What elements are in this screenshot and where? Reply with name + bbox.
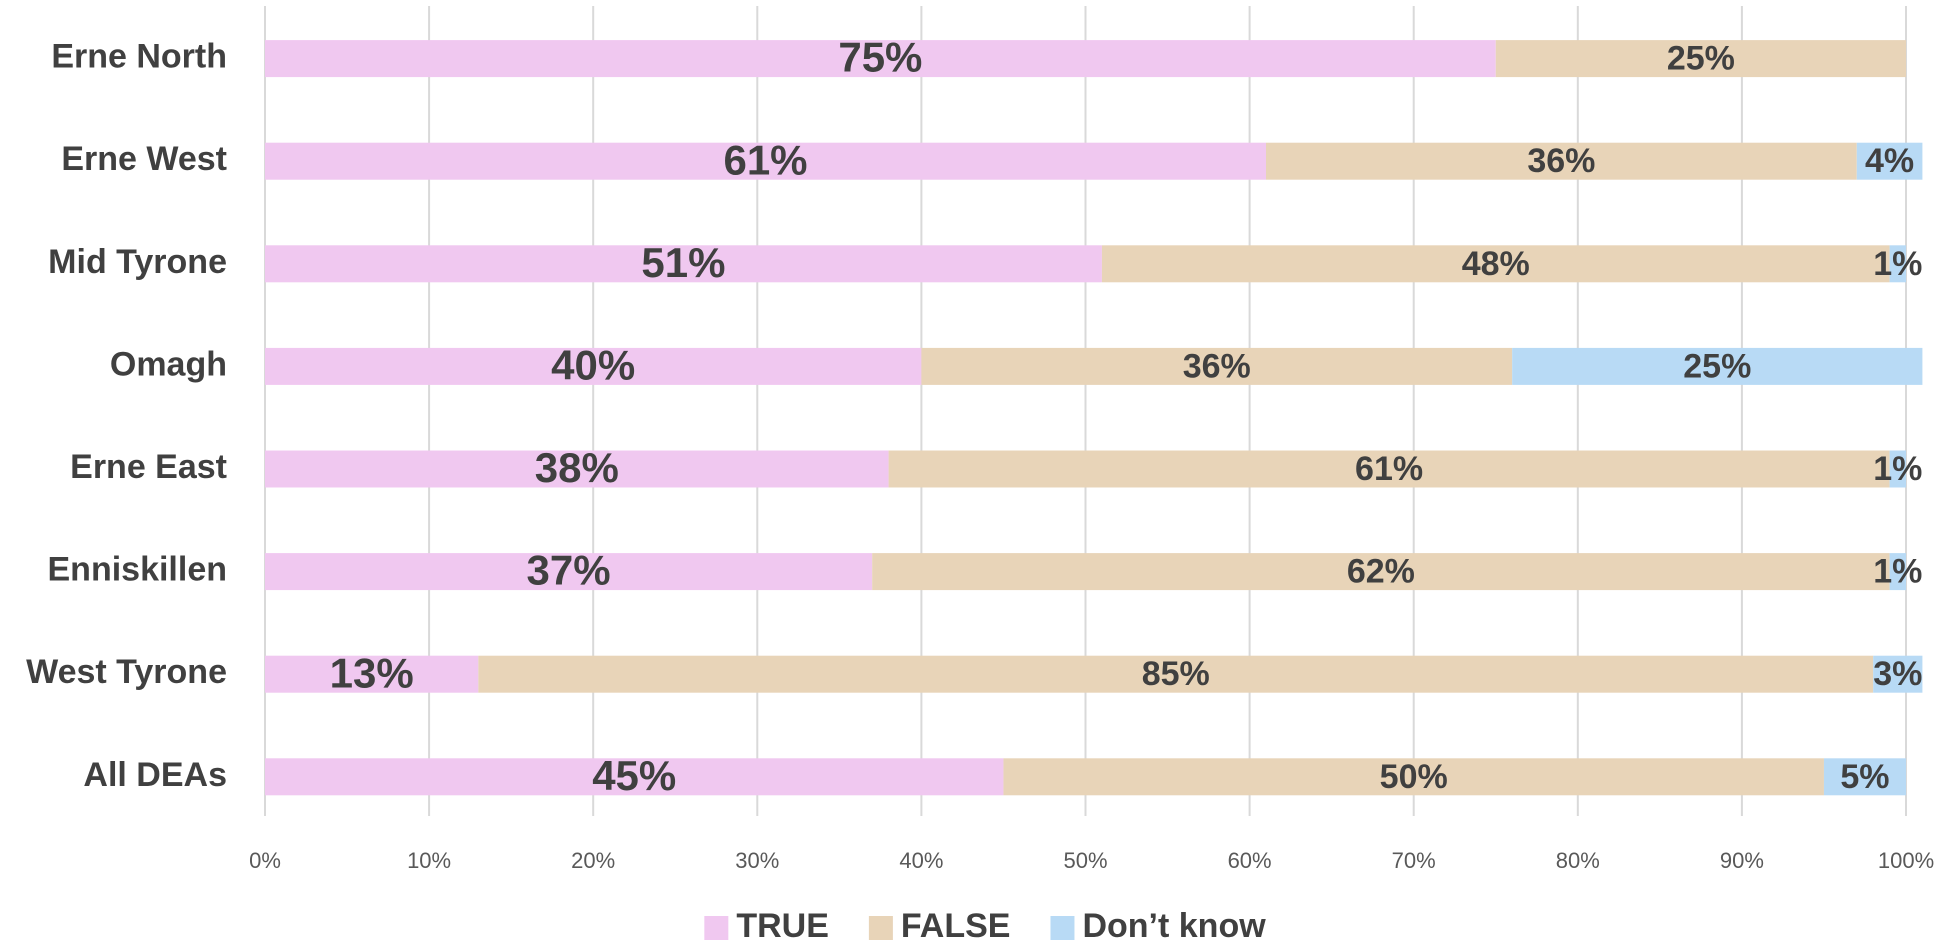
x-tick-label: 90% (1720, 848, 1764, 873)
bar-segment (265, 758, 1004, 796)
bar-segment (1495, 40, 1906, 78)
value-label: 36% (1527, 142, 1595, 180)
value-label: 3% (1873, 655, 1922, 693)
legend-label: TRUE (736, 907, 829, 943)
bar-segment (1889, 553, 1906, 591)
value-label: 40% (551, 341, 635, 388)
bar-segment (1889, 450, 1906, 488)
bar-segment (1823, 758, 1906, 796)
bar-segment (265, 347, 922, 385)
category-label: West Tyrone (26, 653, 227, 691)
bar-segment (265, 450, 889, 488)
value-label: 45% (592, 752, 676, 799)
value-label: 61% (723, 136, 807, 183)
value-label: 1% (1873, 553, 1922, 591)
x-tick-label: 50% (1063, 848, 1107, 873)
bar-segment (1856, 142, 1923, 180)
value-label: 37% (527, 547, 611, 594)
x-tick-label: 0% (249, 848, 281, 873)
x-tick-label: 70% (1392, 848, 1436, 873)
category-label: Mid Tyrone (48, 243, 227, 281)
bar-segment (1873, 655, 1923, 693)
category-label: All DEAs (83, 756, 227, 794)
value-label: 61% (1355, 450, 1423, 488)
bar-segment (1003, 758, 1824, 796)
value-label: 48% (1462, 245, 1530, 283)
legend-label: Don’t know (1082, 907, 1266, 943)
bar-segment (265, 655, 479, 693)
value-label: 1% (1873, 245, 1922, 283)
value-label: 13% (330, 649, 414, 696)
value-label: 85% (1142, 655, 1210, 693)
bar-segment (888, 450, 1890, 488)
value-label: 62% (1347, 553, 1415, 591)
value-label: 36% (1183, 347, 1251, 385)
bar-segment (1512, 347, 1923, 385)
x-tick-label: 80% (1556, 848, 1600, 873)
x-tick-label: 100% (1878, 848, 1934, 873)
bar-segment (921, 347, 1513, 385)
value-label: 50% (1380, 758, 1448, 796)
category-label: Omagh (110, 345, 227, 383)
bar-segment (265, 245, 1102, 283)
legend-swatch (704, 916, 729, 940)
bar-segment (1266, 142, 1857, 180)
bar-segment (872, 553, 1890, 591)
value-label: 25% (1683, 347, 1751, 385)
bar-segment (265, 553, 873, 591)
bar-segment (1889, 245, 1906, 283)
bar-segment (478, 655, 1874, 693)
x-tick-label: 10% (407, 848, 451, 873)
x-tick-label: 40% (899, 848, 943, 873)
legend-swatch (1050, 916, 1075, 940)
category-label: Enniskillen (48, 551, 228, 589)
value-label: 5% (1840, 758, 1889, 796)
value-label: 38% (535, 444, 619, 491)
value-label: 4% (1865, 142, 1914, 180)
x-tick-label: 20% (571, 848, 615, 873)
x-tick-label: 30% (735, 848, 779, 873)
category-label: Erne North (51, 38, 227, 76)
legend-label: FALSE (901, 907, 1011, 943)
value-label: 1% (1873, 450, 1922, 488)
category-label: Erne East (70, 448, 227, 486)
value-label: 75% (838, 34, 922, 81)
category-label: Erne West (61, 140, 227, 178)
value-label: 51% (641, 239, 725, 286)
bar-segment (265, 142, 1267, 180)
legend-swatch (868, 916, 893, 940)
x-tick-label: 60% (1228, 848, 1272, 873)
value-label: 25% (1667, 40, 1735, 78)
bar-segment (265, 40, 1496, 78)
bar-segment (1101, 245, 1890, 283)
